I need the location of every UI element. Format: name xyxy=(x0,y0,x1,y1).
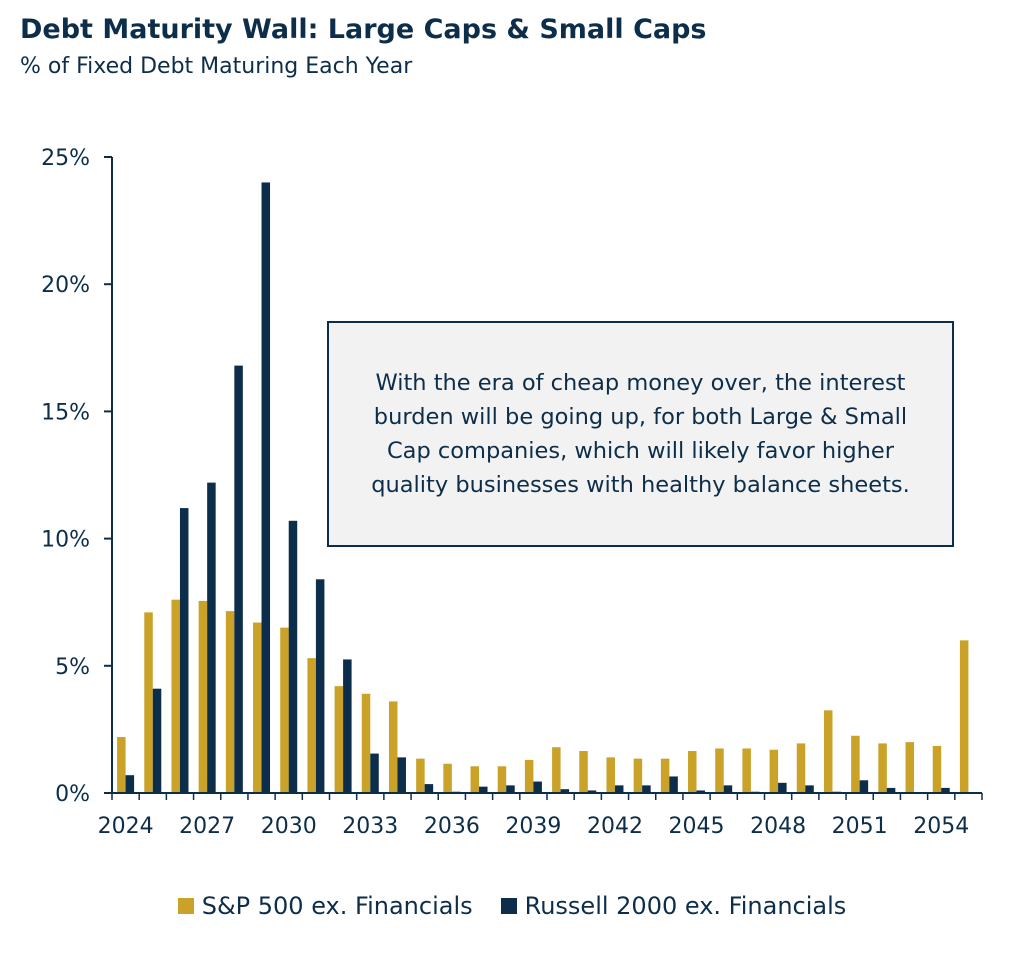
chart-legend: S&P 500 ex. Financials Russell 2000 ex. … xyxy=(0,892,1024,920)
bar-sp500-2046 xyxy=(715,748,724,793)
bar-sp500-2053 xyxy=(905,742,915,793)
bar-sp500-2024 xyxy=(117,737,126,793)
bar-russell2000-2044 xyxy=(669,776,678,793)
bar-russell2000-2034 xyxy=(397,757,406,793)
legend-label-sp500: S&P 500 ex. Financials xyxy=(201,892,473,920)
bar-sp500-2036 xyxy=(443,763,452,793)
x-tick-label-2054: 2054 xyxy=(913,814,969,839)
callout-text: With the era of cheap money over, the in… xyxy=(371,370,910,498)
bar-sp500-2026 xyxy=(171,599,180,793)
bar-sp500-2044 xyxy=(660,758,670,793)
bar-sp500-2035 xyxy=(416,758,425,793)
bar-russell2000-2030 xyxy=(288,520,298,793)
y-tick-label-25: 25% xyxy=(41,146,90,171)
bar-sp500-2040 xyxy=(552,747,561,793)
axis-labels-group: 0% 5% 10% 15% 20% 25% 2024 2027 2030 2033 2036 2039… xyxy=(41,146,969,839)
y-tick-label-5: 5% xyxy=(55,655,90,680)
bar-russell2000-2051 xyxy=(859,780,869,793)
bar-sp500-2048 xyxy=(769,749,779,793)
bar-sp500-2043 xyxy=(633,758,643,793)
bar-russell2000-2046 xyxy=(723,785,733,793)
bar-sp500-2037 xyxy=(470,766,480,793)
bar-russell2000-2035 xyxy=(424,784,434,793)
x-tick-label-2039: 2039 xyxy=(505,814,561,839)
bar-russell2000-2027 xyxy=(207,482,216,793)
bar-sp500-2051 xyxy=(851,735,860,793)
bar-sp500-2029 xyxy=(253,622,262,793)
bar-sp500-2052 xyxy=(878,743,887,793)
axes-group xyxy=(104,156,983,800)
legend-label-russell2000: Russell 2000 ex. Financials xyxy=(524,892,847,920)
legend-item-russell2000: Russell 2000 ex. Financials xyxy=(500,892,847,920)
bar-russell2000-2031 xyxy=(315,579,325,793)
bar-russell2000-2048 xyxy=(778,782,787,793)
bar-sp500-2055 xyxy=(959,640,969,793)
bar-sp500-2027 xyxy=(198,600,208,793)
bar-sp500-2047 xyxy=(742,748,751,793)
x-tick-label-2024: 2024 xyxy=(98,814,154,839)
bar-sp500-2032 xyxy=(334,686,344,793)
bar-russell2000-2040 xyxy=(560,789,570,793)
bar-sp500-2025 xyxy=(144,612,153,793)
bar-russell2000-2025 xyxy=(152,688,162,793)
x-tick-label-2033: 2033 xyxy=(342,814,398,839)
legend-item-sp500: S&P 500 ex. Financials xyxy=(177,892,473,920)
bar-russell2000-2043 xyxy=(642,785,651,793)
bar-russell2000-2039 xyxy=(533,781,542,793)
bar-sp500-2050 xyxy=(823,710,833,793)
x-tick-label-2042: 2042 xyxy=(587,814,643,839)
bar-russell2000-2045 xyxy=(696,790,706,793)
y-tick-label-10: 10% xyxy=(41,528,90,553)
x-tick-label-2036: 2036 xyxy=(424,814,480,839)
bar-russell2000-2049 xyxy=(805,785,814,793)
bar-sp500-2030 xyxy=(280,627,289,793)
callout-box: With the era of cheap money over, the in… xyxy=(327,321,954,547)
chart-title: Debt Maturity Wall: Large Caps & Small C… xyxy=(20,14,707,45)
y-tick-label-0: 0% xyxy=(55,782,90,807)
bar-russell2000-2024 xyxy=(125,775,135,793)
legend-swatch-russell2000 xyxy=(500,898,517,914)
x-tick-label-2048: 2048 xyxy=(750,814,806,839)
y-tick-label-15: 15% xyxy=(41,400,90,425)
bar-sp500-2033 xyxy=(361,693,371,793)
bar-sp500-2054 xyxy=(932,745,942,793)
bar-sp500-2031 xyxy=(307,658,316,793)
x-tick-label-2027: 2027 xyxy=(179,814,235,839)
bar-sp500-2028 xyxy=(225,611,235,793)
bar-russell2000-2032 xyxy=(343,659,352,793)
x-tick-label-2045: 2045 xyxy=(669,814,725,839)
bar-sp500-2039 xyxy=(524,759,534,793)
bar-russell2000-2038 xyxy=(506,785,515,793)
bar-russell2000-2026 xyxy=(179,508,189,793)
x-tick-label-2030: 2030 xyxy=(261,814,317,839)
legend-swatch-sp500 xyxy=(177,898,194,914)
bar-russell2000-2033 xyxy=(370,753,379,793)
chart-subtitle: % of Fixed Debt Maturing Each Year xyxy=(20,54,413,79)
bar-sp500-2038 xyxy=(497,766,507,793)
bar-russell2000-2029 xyxy=(261,182,271,793)
bar-russell2000-2037 xyxy=(479,786,488,793)
y-tick-label-20: 20% xyxy=(41,273,90,298)
bars-group xyxy=(117,182,969,793)
bar-russell2000-2028 xyxy=(234,365,243,793)
bar-sp500-2045 xyxy=(688,751,697,793)
bar-sp500-2049 xyxy=(796,743,806,793)
bar-sp500-2034 xyxy=(388,701,398,793)
bar-russell2000-2041 xyxy=(587,790,597,793)
bar-russell2000-2052 xyxy=(886,787,896,793)
bar-sp500-2042 xyxy=(606,757,615,793)
bar-russell2000-2054 xyxy=(941,787,950,793)
bar-russell2000-2042 xyxy=(614,785,624,793)
x-tick-label-2051: 2051 xyxy=(832,814,888,839)
bar-sp500-2041 xyxy=(579,751,588,793)
